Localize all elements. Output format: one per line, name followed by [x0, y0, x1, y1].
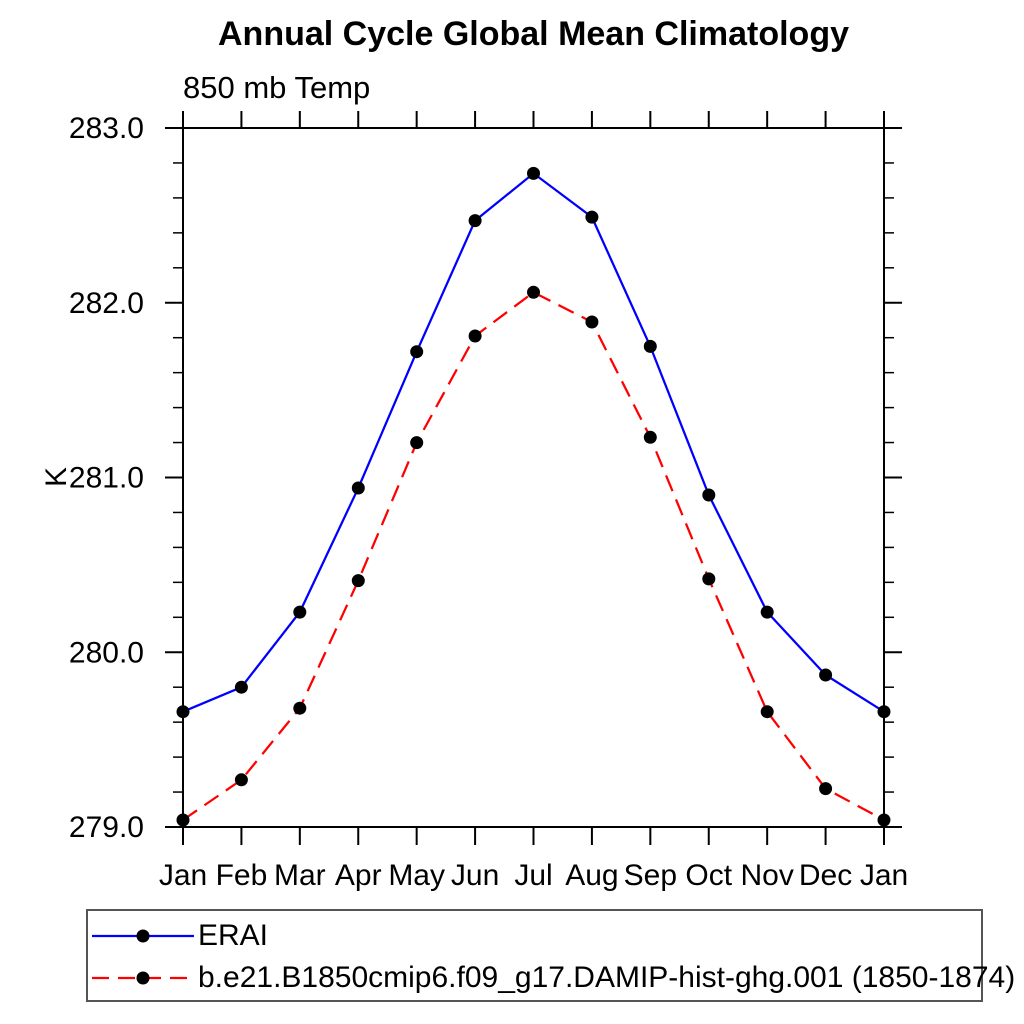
data-point-marker: [585, 315, 599, 329]
legend-label-erai: ERAI: [198, 919, 269, 952]
data-point-marker: [877, 705, 891, 719]
legend-item-erai: ERAI: [90, 917, 981, 955]
x-tick-label: Feb: [216, 859, 268, 892]
y-tick-label: 279.0: [69, 811, 144, 844]
x-tick-label: Dec: [799, 859, 852, 892]
erai-line-sample: [92, 929, 194, 943]
data-point-marker: [468, 214, 482, 228]
data-point-marker: [351, 574, 365, 588]
y-tick-label: 280.0: [69, 636, 144, 669]
data-point-marker: [293, 701, 307, 715]
series-line-model: [182, 290, 885, 821]
y-tick-label: 281.0: [69, 462, 144, 495]
data-point-marker: [410, 345, 424, 359]
y-axis-ticks: [165, 127, 902, 828]
chart-title: Annual Cycle Global Mean Climatology: [218, 15, 849, 53]
x-tick-label: Jul: [514, 859, 552, 892]
x-tick-label: Mar: [274, 859, 326, 892]
x-tick-label: Apr: [335, 859, 382, 892]
x-tick-label: Sep: [624, 859, 677, 892]
x-tick-label: Jan: [159, 859, 207, 892]
x-tick-label: Aug: [565, 859, 618, 892]
data-point-marker: [702, 572, 716, 586]
data-point-marker: [702, 488, 716, 502]
data-point-marker: [760, 605, 774, 619]
x-tick-labels: Jan Feb Mar Apr May Jun Jul Aug Sep Oct Nov Dec Jan: [159, 859, 908, 892]
y-tick-labels: 279.0 280.0 281.0 282.0 283.0: [69, 112, 144, 844]
y-tick-label: 283.0: [69, 112, 144, 145]
data-point-marker: [527, 285, 540, 299]
data-point-marker: [176, 705, 190, 719]
data-point-marker: [527, 166, 540, 180]
data-point-marker: [234, 773, 248, 787]
x-tick-label: Nov: [740, 859, 793, 892]
data-point-marker: [819, 782, 833, 796]
data-point-marker: [877, 813, 891, 827]
x-axis-ticks: [182, 111, 885, 845]
x-tick-label: May: [388, 859, 445, 892]
data-point-marker: [643, 430, 657, 444]
series-line-erai: [182, 171, 885, 713]
data-point-marker: [234, 680, 248, 694]
x-tick-label: Oct: [685, 859, 732, 892]
data-point-marker: [293, 605, 307, 619]
y-tick-label: 282.0: [69, 287, 144, 320]
legend-label-model: b.e21.B1850cmip6.f09_g17.DAMIP-hist-ghg.…: [198, 961, 1016, 994]
data-point-marker: [351, 481, 365, 495]
data-point-marker: [819, 668, 833, 682]
legend-item-model: b.e21.B1850cmip6.f09_g17.DAMIP-hist-ghg.…: [90, 959, 1015, 997]
data-point-marker: [468, 329, 482, 343]
legend-box: ERAI b.e21.B1850cmip6.f09_g17.DAMIP-hist…: [86, 909, 1015, 1002]
x-tick-label: Jun: [451, 859, 499, 892]
x-tick-label: Jan: [860, 859, 908, 892]
data-point-marker: [410, 436, 424, 450]
model-line-sample: [92, 971, 194, 985]
data-point-marker: [585, 210, 599, 224]
data-point-marker: [643, 339, 657, 353]
data-point-marker: [176, 813, 190, 827]
data-point-marker: [760, 705, 774, 719]
series-markers-erai: [176, 166, 891, 719]
series-markers-model: [176, 285, 891, 827]
chart-subtitle: 850 mb Temp: [183, 70, 371, 105]
